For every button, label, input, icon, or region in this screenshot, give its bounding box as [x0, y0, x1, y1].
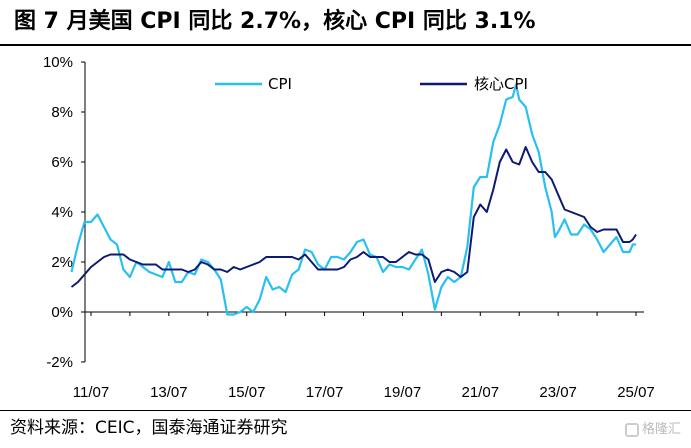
- watermark-logo-icon: [624, 422, 639, 437]
- x-tick-label: 15/07: [228, 384, 266, 401]
- watermark: 格隆汇: [624, 418, 681, 437]
- legend-label-cpi: CPI: [268, 75, 292, 93]
- chart-legend: CPI 核心CPI: [215, 75, 528, 93]
- chart-title: 图 7 月美国 CPI 同比 2.7%，核心 CPI 同比 3.1%: [14, 9, 536, 34]
- legend-label-core-cpi: 核心CPI: [474, 75, 528, 93]
- x-tick-label: 11/07: [73, 384, 109, 401]
- chart-series: [70, 83, 637, 316]
- x-tick-label: 19/07: [384, 384, 422, 401]
- x-tick-label: 25/07: [617, 384, 655, 401]
- x-tick-label: 23/07: [539, 384, 577, 401]
- cpi-line-chart: -2% 0% 2% 4% 6% 8% 10% 11/07 13/07 15/07 17/07 19/0…: [43, 54, 655, 401]
- source-divider: [0, 410, 691, 411]
- y-tick-label: -2%: [46, 354, 73, 371]
- y-tick-label: 0%: [51, 304, 73, 321]
- x-tick-label: 13/07: [150, 384, 188, 401]
- y-tick-label: 6%: [51, 154, 73, 171]
- source-note: 资料来源：CEIC，国泰海通证券研究: [10, 418, 288, 438]
- series-line-cpi: [70, 83, 636, 316]
- y-tick-label: 4%: [51, 204, 73, 221]
- series-line-core-cpi: [70, 146, 637, 288]
- y-tick-label: 2%: [51, 254, 73, 271]
- watermark-text: 格隆汇: [641, 422, 681, 437]
- y-tick-label: 10%: [43, 54, 73, 71]
- chart-axes: -2% 0% 2% 4% 6% 8% 10% 11/07 13/07 15/07 17/07 19/0…: [43, 54, 655, 401]
- x-tick-label: 17/07: [306, 384, 344, 401]
- x-tick-label: 21/07: [462, 384, 500, 401]
- title-divider: [0, 44, 691, 46]
- y-tick-label: 8%: [51, 104, 73, 121]
